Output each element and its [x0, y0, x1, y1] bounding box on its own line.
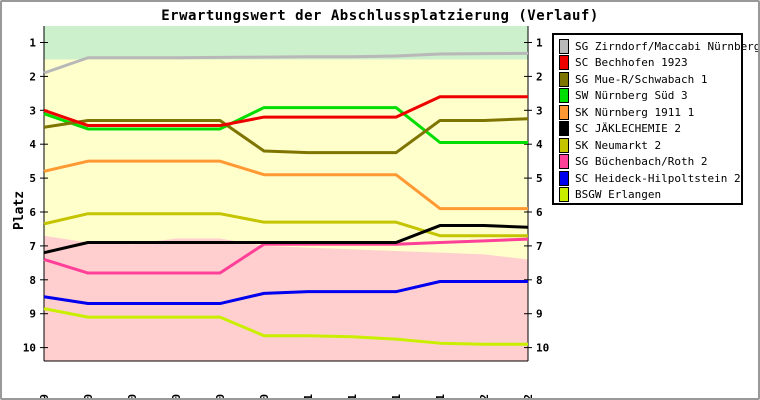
series-line-5 — [43, 159, 528, 211]
series-line-6 — [43, 224, 529, 255]
legend-swatch — [559, 71, 569, 87]
series-line-9 — [43, 279, 528, 306]
y-tick-label-left: 9 — [29, 308, 36, 321]
y-tick-label-left: 2 — [29, 70, 36, 83]
y-tick-label-left: 1 — [29, 37, 36, 50]
y-tick-label-left: 10 — [23, 342, 36, 355]
y-tick-label-right: 2 — [536, 70, 543, 83]
y-tick-label-right: 3 — [536, 104, 543, 117]
y-tick-label-left: 3 — [29, 104, 36, 117]
y-tick-label-left: 7 — [29, 240, 36, 253]
x-tick-label: 19.11 — [390, 394, 403, 398]
x-tick-label: 12.11 — [346, 394, 359, 398]
legend-item: SG Zirndorf/Maccabi Nürnberg 1 — [557, 38, 758, 55]
x-tick-label: 22.10 — [214, 394, 227, 398]
legend-item: SC JÄKLECHEMIE 2 — [557, 121, 741, 138]
series-line-1 — [43, 51, 529, 75]
legend-item: SW Nürnberg Süd 3 — [557, 88, 741, 105]
legend-swatch — [559, 137, 569, 153]
x-tick-label: 05.11 — [302, 394, 315, 398]
x-tick-label: 15.10 — [170, 394, 183, 398]
series-line-7 — [43, 212, 528, 238]
series-line-8 — [43, 237, 529, 275]
y-tick-label-right: 10 — [536, 342, 549, 355]
series-line-2 — [43, 95, 528, 128]
legend-label: SC Heideck-Hilpoltstein 2 — [575, 171, 741, 185]
y-tick-label-left: 8 — [29, 274, 36, 287]
legend-label: SC Bechhofen 1923 — [575, 56, 688, 70]
legend-box: SG Zirndorf/Maccabi Nürnberg 1 SC Bechhof… — [552, 33, 758, 205]
y-tick-label-left: 6 — [29, 206, 36, 219]
legend-item: BSGW Erlangen — [557, 187, 741, 204]
legend-label: SG Mue-R/Schwabach 1 — [575, 72, 708, 86]
y-tick-label-right: 5 — [536, 172, 543, 185]
y-tick-label-right: 9 — [536, 308, 543, 321]
x-tick-label: 01.10 — [82, 394, 95, 398]
series-line-10 — [43, 307, 528, 346]
legend-item: SC Heideck-Hilpoltstein 2 — [557, 170, 741, 187]
legend-label: SG Zirndorf/Maccabi Nürnberg 1 — [575, 39, 760, 53]
legend-label: SK Nürnberg 1911 1 — [575, 105, 695, 119]
y-tick-label-left: 5 — [29, 172, 36, 185]
legend-label: SC JÄKLECHEMIE 2 — [575, 122, 681, 136]
y-tick-label-right: 4 — [536, 138, 543, 151]
chart-title: Erwartungswert der Abschlussplatzierung … — [161, 8, 599, 24]
legend-label: SW Nürnberg Süd 3 — [575, 89, 688, 103]
series-line-3 — [43, 117, 529, 155]
legend-item: SK Neumarkt 2 — [557, 137, 741, 154]
x-tick-label: 29.10 — [258, 394, 271, 398]
x-tick-label: 08.10 — [126, 394, 139, 398]
legend-swatch — [559, 121, 569, 137]
y-tick-label-right: 8 — [536, 274, 543, 287]
legend-swatch — [559, 38, 569, 54]
y-tick-label-left: 4 — [29, 138, 36, 151]
legend-swatch — [559, 55, 569, 71]
y-tick-label-right: 6 — [536, 206, 543, 219]
legend-item: SG Büchenbach/Roth 2 — [557, 154, 741, 171]
legend-item: SC Bechhofen 1923 — [557, 55, 741, 72]
legend-item: SG Mue-R/Schwabach 1 — [557, 71, 741, 88]
legend-swatch — [559, 187, 569, 203]
zone-bottom — [44, 235, 528, 361]
legend-swatch — [559, 170, 569, 186]
x-tick-label: 26.11 — [434, 394, 447, 398]
x-tick-label: 03.12 — [478, 394, 491, 398]
legend-swatch — [559, 154, 569, 170]
legend-label: SG Büchenbach/Roth 2 — [575, 155, 708, 169]
y-tick-label-right: 7 — [536, 240, 543, 253]
legend-item: SK Nürnberg 1911 1 — [557, 104, 741, 121]
legend-label: SK Neumarkt 2 — [575, 138, 662, 152]
legend-swatch — [559, 104, 569, 120]
y-tick-label-right: 1 — [536, 37, 543, 50]
legend-label: BSGW Erlangen — [575, 188, 662, 202]
legend-swatch — [559, 88, 569, 104]
x-tick-label: 10.12 — [522, 394, 535, 398]
series-line-4 — [43, 106, 528, 145]
x-tick-label: 24.09 — [38, 394, 51, 398]
